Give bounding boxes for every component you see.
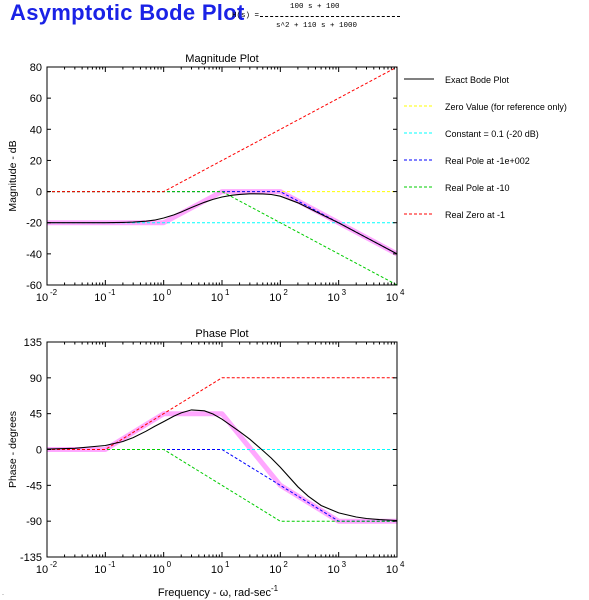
tf-numerator: 100 s + 100: [290, 3, 340, 11]
y-tick-label: -90: [26, 516, 42, 528]
plot-title: Magnitude Plot: [185, 53, 258, 65]
legend-label-exact: Exact Bode Plot: [445, 75, 510, 85]
x-tick-exponent: -2: [50, 288, 58, 297]
y-tick-label: 0: [36, 445, 42, 457]
legend-label-pole-100: Real Pole at -1e+002: [445, 156, 530, 166]
y-tick-label: 0: [36, 187, 42, 199]
x-tick-exponent: 1: [225, 560, 230, 569]
x-tick-label: 10: [386, 564, 398, 576]
axes-frame: [46, 66, 398, 286]
x-tick-exponent: 2: [283, 288, 288, 297]
series-line-zero-1: [47, 67, 397, 193]
x-tick-label: 10: [153, 292, 165, 304]
x-tick-exponent: 2: [283, 560, 288, 569]
legend: Exact Bode Plot Zero Value (for reference…: [404, 75, 567, 220]
x-tick-label: 10: [211, 564, 223, 576]
y-tick-label: 90: [30, 373, 42, 385]
x-tick-exponent: 0: [167, 560, 172, 569]
x-tick-label: 10: [36, 564, 48, 576]
x-tick-exponent: 4: [400, 288, 405, 297]
x-tick-label: 10: [269, 564, 281, 576]
y-tick-label: -20: [26, 218, 42, 230]
x-tick-exponent: 3: [342, 288, 347, 297]
x-tick-exponent: -1: [108, 288, 116, 297]
y-tick-label: 20: [30, 155, 42, 167]
y-tick-label: 40: [30, 124, 42, 136]
x-tick-label: 10: [94, 292, 106, 304]
y-axis-label: Magnitude - dB: [7, 140, 19, 211]
tf-lhs: H(s) =: [232, 12, 260, 20]
x-tick-exponent: -2: [50, 560, 58, 569]
x-tick-label: 10: [328, 564, 340, 576]
y-tick-label: 135: [24, 337, 42, 349]
x-tick-label: 10: [269, 292, 281, 304]
x-tick-label: 10: [153, 564, 165, 576]
corner-mark: ·: [2, 592, 4, 598]
x-tick-label: 10: [328, 292, 340, 304]
y-tick-label: -45: [26, 480, 42, 492]
legend-label-constant: Constant = 0.1 (-20 dB): [445, 129, 539, 139]
x-tick-label: 10: [211, 292, 223, 304]
series-line-exact: [47, 193, 397, 255]
x-axis-label: Frequency - ω, rad-sec-1: [158, 584, 279, 599]
y-tick-label: 45: [30, 409, 42, 421]
series-group: [47, 377, 397, 524]
legend-label-zero-value: Zero Value (for reference only): [445, 102, 567, 112]
y-axis-label: Phase - degrees: [7, 411, 19, 488]
phase-plot: Phase Plot Phase - degrees -135 -90 -45 0 45 90…: [7, 328, 405, 599]
series-group: [47, 67, 397, 285]
series-line-pole-10: [47, 449, 397, 522]
y-tick-label: 80: [30, 62, 42, 74]
y-tick-label: -60: [26, 280, 42, 292]
x-tick-exponent: 1: [225, 288, 230, 297]
x-tick-label: 10: [36, 292, 48, 304]
series-line-pole-10: [47, 191, 397, 285]
x-tick-exponent: 0: [167, 288, 172, 297]
page-title: Asymptotic Bode Plot: [10, 0, 245, 25]
plot-title: Phase Plot: [195, 328, 248, 340]
x-tick-exponent: 4: [400, 560, 405, 569]
x-tick-label: 10: [386, 292, 398, 304]
series-line-zero-1: [47, 377, 397, 450]
series-line-asymptote-sum: [47, 411, 397, 524]
y-tick-label: -40: [26, 249, 42, 261]
y-tick-label: 60: [30, 93, 42, 105]
series-line-exact: [47, 409, 397, 522]
tf-fraction-bar: [260, 16, 400, 17]
x-tick-label: 10: [94, 564, 106, 576]
legend-label-zero-1: Real Zero at -1: [445, 210, 505, 220]
tf-denominator: s^2 + 110 s + 1000: [276, 22, 358, 30]
x-tick-exponent: 3: [342, 560, 347, 569]
x-tick-exponent: -1: [108, 560, 116, 569]
legend-label-pole-10: Real Pole at -10: [445, 183, 510, 193]
y-tick-label: -135: [20, 552, 42, 564]
